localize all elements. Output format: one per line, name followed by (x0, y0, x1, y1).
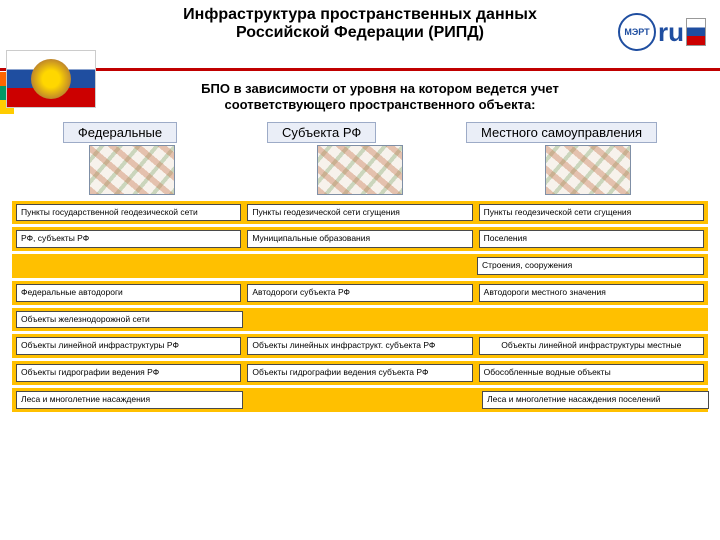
cell-hydro-federal: Объекты гидрографии ведения РФ (16, 364, 241, 382)
band-geodetic: Пункты государственной геодезической сет… (12, 201, 708, 225)
col-subject: Субъекта РФ (267, 122, 376, 143)
subtitle-line-1: БПО в зависимости от уровня на котором в… (201, 81, 559, 96)
cell-admin-local: Поселения (479, 230, 704, 248)
cell-roads-subject: Автодороги субъекта РФ (247, 284, 472, 302)
emblem-logo (6, 50, 96, 108)
header: Инфраструктура пространственных данных Р… (0, 0, 720, 71)
cell-roads-federal: Федеральные автодороги (16, 284, 241, 302)
cell-geodetic-subject: Пункты геодезической сети сгущения (247, 204, 472, 222)
title-line-1: Инфраструктура пространственных данных (0, 6, 720, 24)
cell-forest-local: Леса и многолетние насаждения поселений (482, 391, 709, 409)
band-rail: Объекты железнодорожной сети (12, 308, 708, 332)
column-headers: Федеральные Субъекта РФ Местного самоупр… (18, 122, 702, 143)
band-hydro: Объекты гидрографии ведения РФ Объекты г… (12, 361, 708, 385)
agency-seal-icon: МЭРТ (618, 13, 656, 51)
band-roads: Федеральные автодороги Автодороги субъек… (12, 281, 708, 305)
cell-forest-federal: Леса и многолетние насаждения (16, 391, 243, 409)
flag-icon (686, 18, 706, 46)
cell-linear-subject: Объекты линейных инфраструкт. субъекта Р… (247, 337, 472, 355)
title-line-2: Российской Федерации (РИПД) (0, 24, 720, 42)
subtitle-line-2: соответствующего пространственного объек… (224, 97, 535, 112)
map-local-icon (545, 145, 631, 195)
cell-hydro-local: Обособленные водные объекты (479, 364, 704, 382)
subtitle: БПО в зависимости от уровня на котором в… (100, 81, 660, 114)
cell-hydro-subject: Объекты гидрографии ведения субъекта РФ (247, 364, 472, 382)
cell-buildings: Строения, сооружения (477, 257, 704, 275)
cell-roads-local: Автодороги местного значения (479, 284, 704, 302)
cell-rail-federal: Объекты железнодорожной сети (16, 311, 243, 329)
cell-geodetic-federal: Пункты государственной геодезической сет… (16, 204, 241, 222)
map-subject-icon (317, 145, 403, 195)
cell-linear-local: Объекты линейной инфраструктуры местные (479, 337, 704, 355)
cell-linear-federal: Объекты линейной инфраструктуры РФ (16, 337, 241, 355)
map-thumbnails (18, 145, 702, 195)
cell-admin-subject: Муниципальные образования (247, 230, 472, 248)
band-buildings: Строения, сооружения (12, 254, 708, 278)
band-linear: Объекты линейной инфраструктуры РФ Объек… (12, 334, 708, 358)
cell-admin-federal: РФ, субъекты РФ (16, 230, 241, 248)
ru-text-icon: ru (658, 17, 684, 48)
band-forest: Леса и многолетние насаждения Леса и мно… (12, 388, 708, 412)
map-federal-icon (89, 145, 175, 195)
agency-logo: МЭРТ ru (618, 4, 714, 60)
band-admin: РФ, субъекты РФ Муниципальные образовани… (12, 227, 708, 251)
col-federal: Федеральные (63, 122, 177, 143)
col-local: Местного самоуправления (466, 122, 657, 143)
cell-geodetic-local: Пункты геодезической сети сгущения (479, 204, 704, 222)
title-block: Инфраструктура пространственных данных Р… (0, 0, 720, 42)
